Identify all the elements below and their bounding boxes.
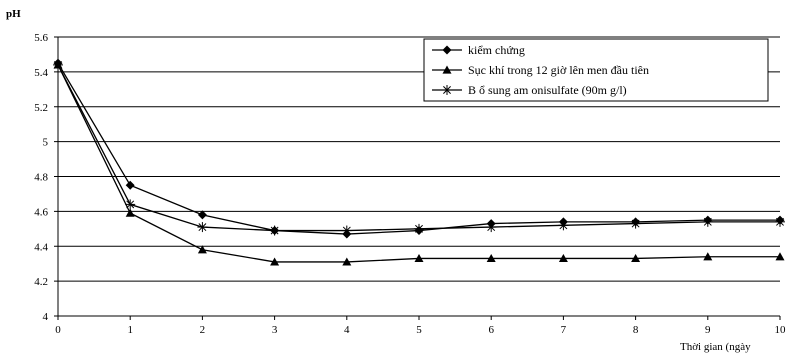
x-tick-label: 2 (200, 324, 206, 336)
series-lines (53, 58, 785, 266)
data-point-triangle (775, 252, 785, 261)
y-tick-label: 4.8 (34, 172, 48, 184)
data-point-asterisk (53, 59, 63, 70)
data-point-triangle (270, 257, 280, 266)
legend-entry: B ổ sung am onisulfate (90m g/l) (432, 83, 627, 97)
x-tick-label: 6 (488, 324, 494, 336)
y-tick-label: 5.2 (34, 102, 48, 114)
data-point-triangle (631, 253, 641, 263)
data-point-triangle (486, 253, 496, 263)
x-tick-label: 8 (633, 324, 639, 336)
axes (54, 36, 781, 320)
data-point-asterisk (269, 225, 280, 236)
x-tick-label: 4 (344, 324, 350, 336)
legend-entry: Sục khí trong 12 giờ lên men đầu tiên (432, 63, 649, 77)
data-point-triangle (342, 257, 352, 266)
data-point-asterisk (486, 222, 497, 233)
legend-marker-asterisk (442, 85, 452, 95)
y-tick-label: 4.6 (34, 206, 48, 218)
x-tick-label: 5 (416, 324, 422, 336)
legend-marker-diamond (442, 45, 452, 55)
legend-label: B ổ sung am onisulfate (90m g/l) (468, 83, 627, 97)
x-axis-label: Thời gian (ngày (680, 341, 751, 353)
x-tick-label: 0 (55, 324, 61, 336)
data-point-triangle (703, 252, 713, 261)
x-tick-label: 10 (775, 324, 787, 336)
series-3 (53, 59, 785, 236)
data-point-asterisk (341, 225, 352, 236)
data-point-diamond (197, 210, 207, 220)
data-point-asterisk (125, 199, 136, 210)
data-point-asterisk (630, 218, 641, 229)
data-point-triangle (558, 253, 568, 263)
data-point-asterisk (414, 223, 424, 234)
y-axis-label: pH (6, 8, 21, 20)
legend-marker-triangle (442, 65, 452, 74)
data-point-asterisk (197, 222, 208, 233)
legend-label: Sục khí trong 12 giờ lên men đầu tiên (468, 63, 649, 77)
y-tick-label: 5 (43, 137, 49, 149)
y-tick-label: 4.4 (34, 241, 48, 253)
x-tick-label: 9 (705, 324, 711, 336)
grid-lines (58, 36, 780, 317)
data-point-diamond (125, 180, 135, 190)
y-tick-label: 5.6 (34, 32, 48, 44)
data-point-triangle (197, 245, 207, 254)
data-point-triangle (414, 253, 424, 263)
legend-entry: kiểm chứng (432, 43, 525, 57)
data-point-asterisk (558, 220, 569, 231)
y-tick-label: 4.2 (34, 276, 48, 288)
x-tick-label: 7 (561, 324, 567, 336)
data-point-triangle (125, 208, 135, 217)
legend: kiểm chứng Sục khí trong 12 giờ lên men đ… (423, 38, 769, 102)
x-tick-label: 3 (272, 324, 278, 336)
legend-label: kiểm chứng (468, 43, 525, 57)
data-point-asterisk (775, 216, 785, 227)
legend-box (423, 38, 769, 102)
data-point-asterisk (702, 216, 713, 227)
y-tick-label: 5.4 (34, 67, 48, 79)
x-tick-label: 1 (127, 324, 133, 336)
tick-labels: 4 4.2 4.4 4.6 4.8 5 5.2 5.4 5.6 0 1 2 3 4 5 6 7 8 9 10 (34, 32, 786, 336)
y-tick-label: 4 (43, 311, 49, 323)
